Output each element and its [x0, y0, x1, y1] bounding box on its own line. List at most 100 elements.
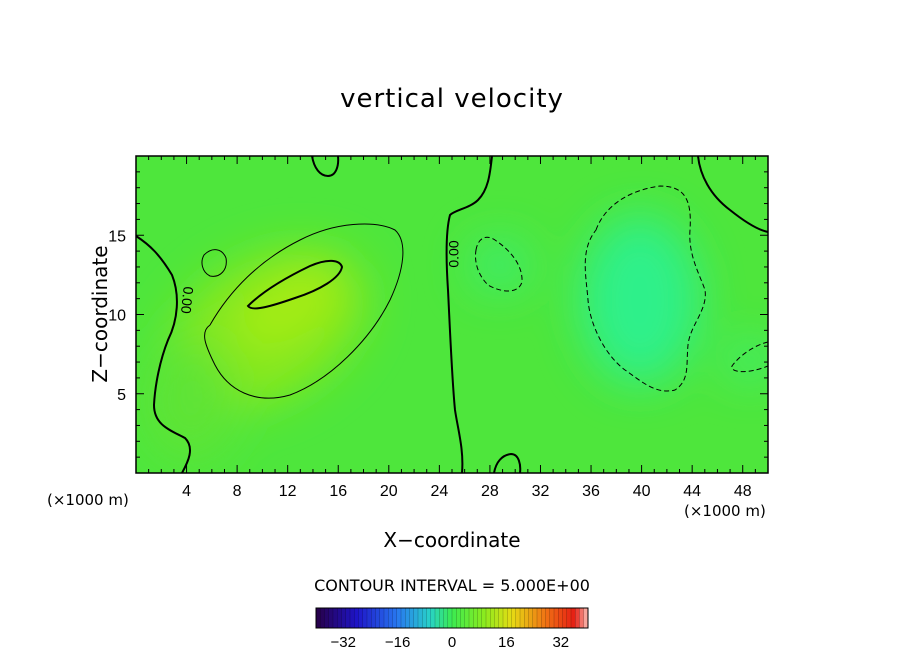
x-tick-label: 20 — [380, 483, 398, 500]
colorbar-tick-label: −32 — [330, 634, 355, 651]
y-axis-unit: (×1000 m) — [47, 491, 129, 509]
colorbar-swatch — [558, 608, 563, 628]
colorbar-swatch — [337, 608, 342, 628]
colorbar-swatch — [460, 608, 466, 628]
negative-contour-east — [584, 185, 706, 392]
colorbar-swatch — [490, 608, 495, 628]
zero-contour-top — [311, 156, 340, 178]
colorbar-swatch — [354, 608, 359, 628]
colorbar-swatch — [486, 608, 491, 628]
colorbar-swatch — [562, 608, 568, 628]
colorbar-swatch — [418, 608, 423, 628]
colorbar-swatch — [367, 608, 372, 628]
contour-label-center: 0.00 — [446, 240, 462, 267]
colorbar-swatch — [443, 608, 449, 628]
colorbar-swatch — [324, 608, 330, 628]
colorbar-swatch — [452, 608, 457, 628]
colorbar-swatch — [469, 608, 474, 628]
x-tick-label: 8 — [233, 483, 242, 500]
colorbar-swatch — [405, 608, 410, 628]
x-tick-label: 4 — [182, 483, 191, 500]
y-axis-label: Z−coordinate — [88, 245, 112, 383]
colorbar-swatch — [571, 608, 576, 628]
colorbar-swatch — [316, 608, 321, 628]
colorbar-swatch — [579, 608, 585, 628]
colorbar-swatch — [413, 608, 419, 628]
negative-contour-mid — [475, 236, 523, 292]
y-tick-label: 15 — [108, 228, 126, 245]
colorbar-swatch — [447, 608, 453, 628]
zero-contour-center — [445, 156, 493, 473]
colorbar — [315, 607, 589, 629]
colorbar-swatch — [409, 608, 415, 628]
x-axis-label: X−coordinate — [383, 528, 521, 552]
contour-label-west: 0.00 — [178, 286, 197, 315]
colorbar-swatch — [439, 608, 444, 628]
x-tick-label: 36 — [582, 483, 600, 500]
x-tick-label: 48 — [734, 483, 752, 500]
colorbar-swatch — [464, 608, 470, 628]
colorbar-swatch — [426, 608, 432, 628]
zero-contour-east — [697, 156, 768, 233]
colorbar-swatch — [328, 608, 334, 628]
positive-contour-10 — [246, 259, 344, 310]
colorbar-swatch — [362, 608, 368, 628]
colorbar-swatch — [371, 608, 376, 628]
colorbar-swatch — [498, 608, 504, 628]
colorbar-swatch — [392, 608, 398, 628]
colorbar-tick-label: 0 — [448, 634, 456, 651]
colorbar-swatch — [435, 608, 440, 628]
colorbar-swatch — [528, 608, 534, 628]
colorbar-swatch — [481, 608, 487, 628]
colorbar-swatch — [494, 608, 500, 628]
x-tick-label: 32 — [532, 483, 550, 500]
x-tick-label: 12 — [279, 483, 297, 500]
colorbar-swatch — [388, 608, 393, 628]
contour-interval-label: CONTOUR INTERVAL = 5.000E+00 — [314, 576, 590, 595]
colorbar-swatch — [524, 608, 529, 628]
colorbar-swatch — [345, 608, 351, 628]
colorbar-swatch — [503, 608, 508, 628]
colorbar-swatch — [537, 608, 542, 628]
colorbar-swatch — [520, 608, 525, 628]
colorbar-swatch — [422, 608, 427, 628]
x-tick-label: 24 — [430, 483, 448, 500]
colorbar-swatch — [396, 608, 402, 628]
colorbar-swatch — [541, 608, 546, 628]
positive-contour-small — [201, 249, 227, 277]
colorbar-swatch — [333, 608, 338, 628]
colorbar-swatch — [477, 608, 483, 628]
negative-contour-edge — [731, 341, 768, 373]
colorbar-swatch — [456, 608, 461, 628]
colorbar-swatch — [341, 608, 347, 628]
colorbar-swatch — [384, 608, 389, 628]
colorbar-swatch — [473, 608, 478, 628]
zero-contour-west — [136, 235, 192, 473]
colorbar-swatch — [507, 608, 512, 628]
x-tick-label: 28 — [481, 483, 499, 500]
colorbar-swatch — [379, 608, 385, 628]
colorbar-swatch — [549, 608, 555, 628]
colorbar-swatch — [401, 608, 406, 628]
x-axis-unit: (×1000 m) — [684, 502, 766, 520]
y-tick-label: 5 — [117, 387, 126, 404]
colorbar-swatch — [511, 608, 517, 628]
colorbar-swatch — [320, 608, 325, 628]
colorbar-frame — [315, 607, 589, 629]
colorbar-tick-label: 32 — [552, 634, 569, 651]
colorbar-swatch — [545, 608, 551, 628]
x-tick-label: 44 — [683, 483, 701, 500]
colorbar-swatch — [358, 608, 364, 628]
colorbar-swatch — [430, 608, 436, 628]
colorbar-swatch — [375, 608, 381, 628]
zero-contour-bottom — [493, 452, 522, 473]
y-tick-label: 10 — [108, 308, 126, 325]
colorbar-swatch — [583, 608, 589, 628]
colorbar-swatch — [350, 608, 355, 628]
x-tick-label: 40 — [633, 483, 651, 500]
colorbar-tick-label: 16 — [498, 634, 515, 651]
colorbar-swatch — [554, 608, 559, 628]
colorbar-tick-label: −16 — [385, 634, 410, 651]
colorbar-swatch — [566, 608, 572, 628]
